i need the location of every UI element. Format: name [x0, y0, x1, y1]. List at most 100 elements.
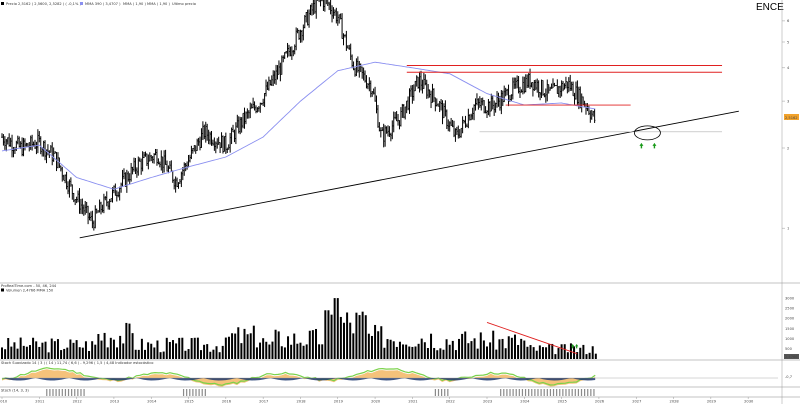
volume-bar — [41, 342, 44, 359]
volume-legend-swatch — [1, 288, 4, 292]
strip-bar — [500, 389, 502, 396]
strip-bar — [559, 389, 561, 396]
volume-axis-label: 1500 — [785, 327, 795, 331]
oscillator-panel — [1, 367, 778, 387]
drawing-overlays — [1, 61, 739, 239]
volume-bar — [255, 347, 258, 359]
volume-bar — [392, 341, 395, 359]
strip-bar — [186, 389, 188, 396]
time-axis-label: 2029 — [707, 400, 717, 404]
volume-bar — [237, 327, 240, 359]
time-axis-label: 2012 — [73, 400, 82, 404]
strip-bar — [434, 389, 436, 396]
volume-bar — [408, 346, 411, 359]
volume-value-badge — [784, 354, 799, 359]
strip-bar — [503, 389, 505, 396]
time-axis-label: 2011 — [35, 400, 44, 404]
volume-axis-label: 1000 — [785, 337, 795, 341]
volume-bar — [321, 344, 324, 359]
strip-bar — [552, 389, 555, 396]
volume-bar — [482, 340, 485, 359]
volume-bar — [66, 347, 69, 359]
volume-bar — [311, 330, 314, 359]
volume-bar — [259, 342, 262, 359]
volume-bar — [532, 347, 535, 359]
oscillator-value: -0,7 — [785, 375, 792, 379]
volume-bar — [122, 343, 125, 359]
volume-source: ProRealTime.com - 50, 46, 244 — [1, 284, 57, 288]
price-axis: 1 2 3 4 5 6 — [782, 19, 790, 230]
price-axis-label: 5 — [787, 40, 789, 44]
time-axis-label: 2014 — [147, 400, 157, 404]
volume-axis-label: 2000 — [785, 317, 795, 321]
volume-bar — [60, 350, 63, 359]
volume-bar — [193, 337, 196, 359]
volume-bar — [147, 342, 150, 359]
volume-bar — [53, 341, 56, 359]
volume-bar — [246, 334, 249, 359]
volume-bar — [13, 342, 16, 359]
price-axis-label: 6 — [787, 19, 790, 23]
volume-bar — [221, 345, 224, 359]
strip-bar — [577, 389, 580, 396]
volume-bar — [184, 350, 187, 359]
volume-bar — [262, 338, 265, 359]
volume-bar — [398, 341, 401, 359]
volume-bar — [109, 337, 112, 359]
volume-bar — [318, 344, 321, 359]
volume-bar — [112, 339, 115, 359]
volume-value-label: 2,4766 — [785, 355, 798, 359]
price-axis-label: 3 — [787, 99, 789, 103]
volume-bar — [433, 347, 436, 359]
volume-bar — [330, 314, 333, 359]
strip-bar — [46, 389, 48, 396]
volume-axis-label: 500 — [785, 347, 793, 351]
volume-bar — [106, 347, 109, 359]
volume-bar — [315, 328, 318, 359]
volume-bar — [588, 352, 591, 359]
volume-bar — [308, 330, 311, 359]
volume-bar — [386, 339, 389, 359]
bottom-strip — [46, 389, 595, 396]
volume-bar — [361, 311, 364, 359]
volume-bar — [218, 352, 221, 359]
strip-bar — [80, 389, 82, 396]
strip-bar — [580, 389, 583, 396]
volume-bar — [293, 333, 296, 359]
volume-bar — [162, 351, 165, 359]
volume-bar — [529, 345, 532, 359]
volume-bar — [327, 310, 330, 359]
volume-bar — [212, 349, 215, 359]
time-axis-label: 2028 — [670, 400, 680, 404]
volume-bar — [274, 329, 277, 359]
ma3-legend: MMA ( 1,90 ) — [147, 2, 170, 6]
strip-bar — [55, 389, 57, 396]
volume-bar — [75, 340, 78, 359]
volume-bar — [377, 331, 380, 359]
time-axis-label: 2013 — [110, 400, 119, 404]
oscillator-negative-fill — [2, 378, 596, 381]
volume-bar — [137, 349, 140, 359]
volume-bar — [196, 337, 199, 359]
volume-bar — [171, 340, 174, 359]
time-axis-label: 2023 — [483, 400, 492, 404]
volume-bar — [333, 298, 336, 359]
time-axis-label: 2027 — [632, 400, 641, 404]
volume-bar — [283, 347, 286, 359]
strip-bar — [71, 389, 73, 396]
volume-bar — [28, 345, 31, 359]
volume-bar — [125, 322, 128, 359]
volume-bar — [442, 349, 445, 359]
volume-bar — [349, 322, 352, 359]
volume-bar — [153, 347, 156, 359]
volume-bar — [591, 346, 594, 359]
volume-bar — [551, 343, 554, 359]
time-axis-label: 2021 — [408, 400, 417, 404]
volume-bar — [557, 348, 560, 359]
price-axis-label: 2 — [787, 146, 789, 150]
volume-bar — [159, 352, 162, 359]
strip-bar — [447, 389, 449, 396]
strip-bar — [531, 389, 533, 396]
volume-bar — [476, 348, 479, 359]
strip-bar — [574, 389, 576, 396]
